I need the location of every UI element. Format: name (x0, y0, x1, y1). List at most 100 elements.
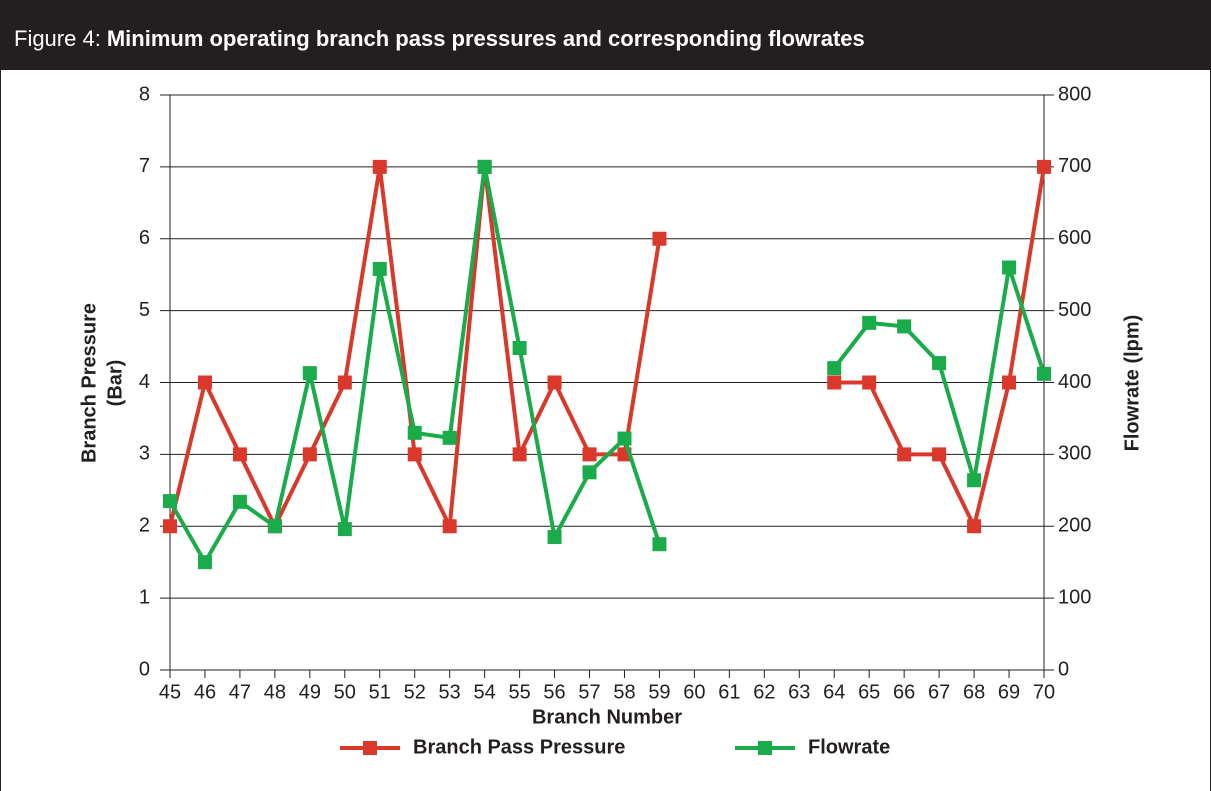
marker (967, 519, 982, 534)
marker (302, 447, 317, 462)
marker (897, 319, 912, 334)
marker (617, 431, 632, 446)
x-tick-label: 64 (823, 681, 845, 703)
x-tick-label: 47 (229, 681, 251, 703)
marker (547, 530, 562, 545)
x-tick-label: 65 (858, 681, 880, 703)
x-tick-label: 48 (264, 681, 286, 703)
marker (197, 375, 212, 390)
y2-tick-label: 0 (1058, 658, 1069, 680)
y2-tick-label: 300 (1058, 443, 1091, 465)
legend-marker (363, 741, 377, 755)
x-tick-label: 68 (963, 681, 985, 703)
y-tick-label: 5 (139, 299, 150, 321)
header-text: Figure 4: Minimum operating branch pass p… (14, 26, 865, 51)
y-tick-label: 3 (139, 443, 150, 465)
x-tick-label: 50 (334, 681, 356, 703)
x-tick-label: 55 (508, 681, 530, 703)
x-tick-label: 45 (159, 681, 181, 703)
x-tick-label: 60 (683, 681, 705, 703)
y-axis-label: Branch Pressure (78, 303, 100, 463)
marker (372, 159, 387, 174)
y2-axis-label: Flowrate (lpm) (1121, 315, 1143, 452)
marker (407, 425, 422, 440)
marker (232, 447, 247, 462)
chart-title: Minimum operating branch pass pressures … (107, 26, 865, 51)
figure-label: Figure 4: (14, 26, 101, 51)
marker (897, 447, 912, 462)
marker (932, 447, 947, 462)
marker (967, 473, 982, 488)
marker (267, 519, 282, 534)
x-tick-label: 51 (369, 681, 391, 703)
marker (512, 447, 527, 462)
marker (652, 231, 667, 246)
marker (1002, 375, 1017, 390)
marker (827, 375, 842, 390)
x-tick-label: 52 (404, 681, 426, 703)
marker (163, 519, 177, 534)
x-tick-label: 53 (439, 681, 461, 703)
x-tick-label: 49 (299, 681, 321, 703)
marker (547, 375, 562, 390)
x-tick-label: 62 (753, 681, 775, 703)
legend-label: Branch Pass Pressure (413, 736, 625, 758)
y-tick-label: 8 (139, 83, 150, 105)
marker (512, 341, 527, 355)
y2-tick-label: 100 (1058, 586, 1091, 608)
marker (163, 494, 177, 509)
x-tick-label: 70 (1033, 681, 1055, 703)
y2-tick-label: 600 (1058, 227, 1091, 249)
y2-tick-label: 500 (1058, 299, 1091, 321)
x-tick-label: 54 (474, 681, 496, 703)
x-tick-label: 69 (998, 681, 1020, 703)
marker (232, 494, 247, 509)
header-bar (0, 0, 1211, 70)
y2-tick-label: 400 (1058, 371, 1091, 393)
x-tick-label: 58 (613, 681, 635, 703)
marker (337, 375, 352, 390)
x-tick-label: 57 (578, 681, 600, 703)
marker (1037, 159, 1051, 174)
y-tick-label: 7 (139, 155, 150, 177)
x-tick-label: 67 (928, 681, 950, 703)
y-axis-label: (Bar) (104, 360, 126, 407)
marker (827, 361, 842, 376)
y2-tick-label: 800 (1058, 83, 1091, 105)
marker (407, 447, 422, 462)
x-tick-label: 66 (893, 681, 915, 703)
marker (477, 159, 492, 174)
y2-tick-label: 700 (1058, 155, 1091, 177)
marker (862, 375, 877, 390)
series-line (168, 164, 1046, 565)
marker (302, 366, 317, 381)
marker (197, 555, 212, 570)
marker (372, 261, 387, 276)
series-line (168, 164, 1046, 529)
marker (582, 447, 597, 462)
marker (932, 356, 947, 371)
x-tick-label: 59 (648, 681, 670, 703)
marker (582, 465, 597, 480)
x-tick-label: 46 (194, 681, 216, 703)
x-tick-label: 61 (718, 681, 740, 703)
y2-tick-label: 200 (1058, 515, 1091, 537)
marker (1037, 366, 1051, 381)
y-tick-label: 0 (139, 658, 150, 680)
marker (442, 430, 457, 445)
legend-marker (758, 741, 772, 755)
marker (337, 522, 352, 537)
x-tick-label: 63 (788, 681, 810, 703)
y-tick-label: 4 (139, 371, 150, 393)
x-axis-label: Branch Number (532, 706, 682, 728)
marker (442, 519, 457, 534)
y-tick-label: 1 (139, 586, 150, 608)
marker (652, 537, 667, 552)
marker (862, 315, 877, 330)
x-tick-label: 56 (543, 681, 565, 703)
y-tick-label: 6 (139, 227, 150, 249)
legend-label: Flowrate (808, 736, 890, 758)
marker (1002, 260, 1017, 275)
